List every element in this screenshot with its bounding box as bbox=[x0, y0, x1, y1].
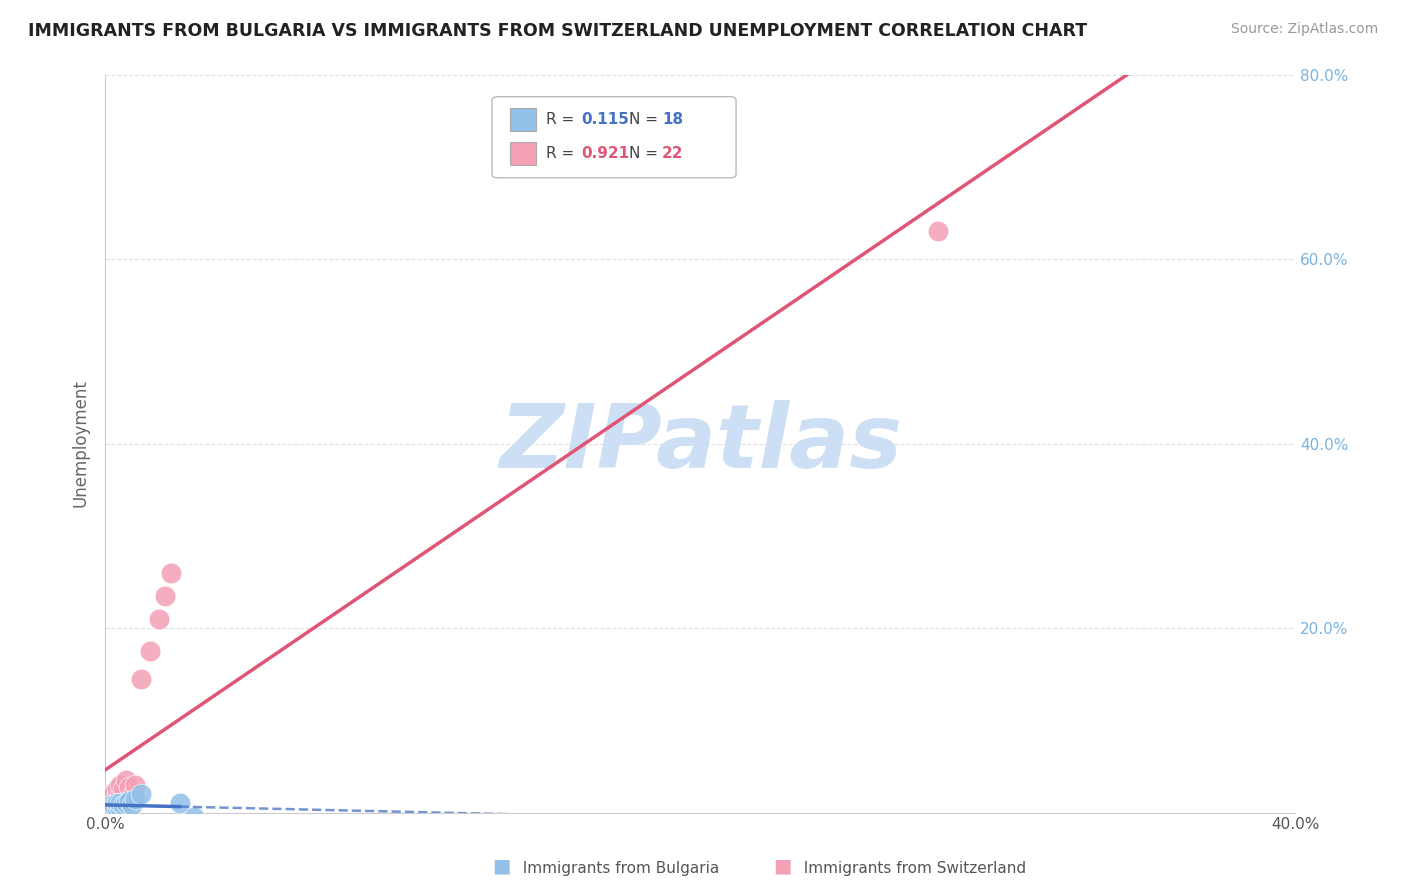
Point bbox=[159, 566, 181, 580]
Bar bbox=[510, 108, 536, 131]
Point bbox=[183, 810, 205, 824]
Point bbox=[148, 612, 170, 626]
Point bbox=[97, 803, 120, 817]
Point bbox=[103, 803, 125, 817]
Text: ZIPatlas: ZIPatlas bbox=[499, 400, 901, 487]
Text: IMMIGRANTS FROM BULGARIA VS IMMIGRANTS FROM SWITZERLAND UNEMPLOYMENT CORRELATION: IMMIGRANTS FROM BULGARIA VS IMMIGRANTS F… bbox=[28, 22, 1087, 40]
Point bbox=[118, 780, 141, 794]
Point bbox=[129, 787, 152, 801]
Point bbox=[129, 672, 152, 686]
Point bbox=[100, 789, 122, 803]
Point bbox=[108, 797, 131, 811]
Point bbox=[124, 778, 146, 792]
Text: ■: ■ bbox=[492, 857, 510, 876]
Text: 0.921: 0.921 bbox=[581, 146, 630, 161]
Y-axis label: Unemployment: Unemployment bbox=[72, 380, 89, 508]
Point bbox=[124, 791, 146, 805]
Point bbox=[97, 795, 120, 809]
FancyBboxPatch shape bbox=[492, 96, 737, 178]
Text: 22: 22 bbox=[662, 146, 683, 161]
Point bbox=[103, 799, 125, 814]
Bar bbox=[510, 142, 536, 165]
Point bbox=[108, 787, 131, 801]
Text: R =: R = bbox=[546, 146, 579, 161]
Point bbox=[121, 789, 143, 803]
Text: 18: 18 bbox=[662, 112, 683, 127]
Point bbox=[100, 801, 122, 815]
Point bbox=[100, 797, 122, 811]
Point bbox=[94, 801, 117, 815]
Point bbox=[94, 801, 117, 815]
Point bbox=[153, 589, 176, 603]
Point bbox=[100, 798, 122, 813]
Text: R =: R = bbox=[546, 112, 579, 127]
Point bbox=[108, 778, 131, 792]
Point bbox=[105, 782, 128, 797]
Text: Immigrants from Switzerland: Immigrants from Switzerland bbox=[794, 861, 1026, 876]
Point bbox=[108, 801, 131, 815]
Point bbox=[112, 798, 135, 813]
Text: 0.115: 0.115 bbox=[581, 112, 630, 127]
Point bbox=[105, 801, 128, 815]
Point bbox=[103, 785, 125, 799]
Text: N =: N = bbox=[628, 112, 662, 127]
Point bbox=[105, 797, 128, 811]
Text: Source: ZipAtlas.com: Source: ZipAtlas.com bbox=[1230, 22, 1378, 37]
Point bbox=[118, 795, 141, 809]
Point bbox=[105, 787, 128, 801]
Text: ■: ■ bbox=[773, 857, 792, 876]
Point bbox=[927, 224, 949, 238]
Point bbox=[103, 791, 125, 805]
Point bbox=[139, 644, 162, 658]
Point bbox=[97, 798, 120, 813]
Point bbox=[112, 782, 135, 797]
Text: N =: N = bbox=[628, 146, 662, 161]
Point bbox=[121, 798, 143, 813]
Point bbox=[115, 773, 138, 788]
Point bbox=[169, 797, 191, 811]
Point bbox=[115, 797, 138, 811]
Text: Immigrants from Bulgaria: Immigrants from Bulgaria bbox=[513, 861, 720, 876]
